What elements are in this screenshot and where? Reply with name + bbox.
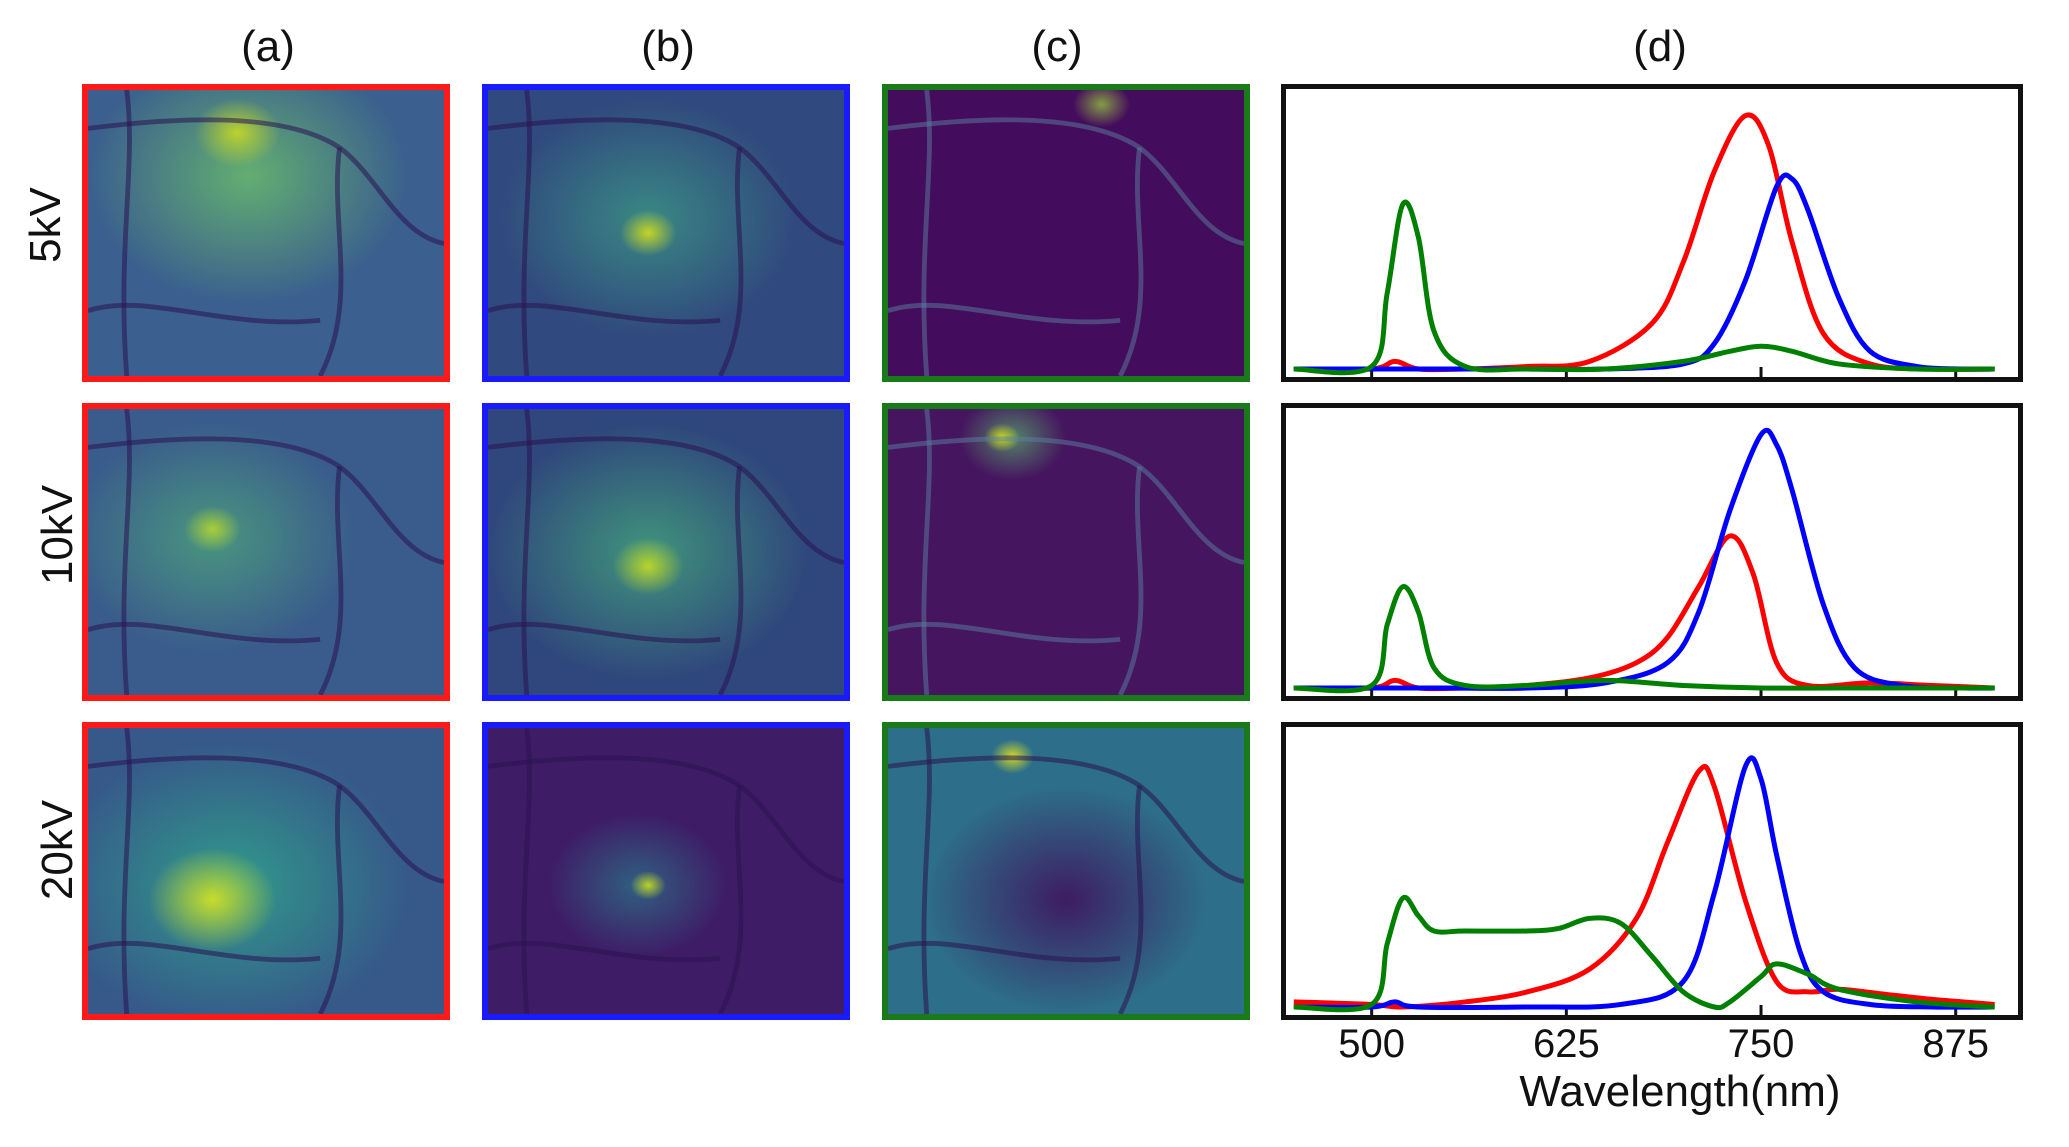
grain-boundary xyxy=(88,117,444,246)
spectrum-line xyxy=(1293,533,1995,692)
x-axis-label: Wavelength(nm) xyxy=(1519,1067,1841,1116)
grain-boundary xyxy=(921,90,932,376)
spectrum-line xyxy=(1293,584,1995,694)
map-glow xyxy=(184,506,242,552)
grain-boundary xyxy=(88,302,321,325)
grain-boundary xyxy=(88,436,444,565)
grain-boundary xyxy=(888,940,1121,963)
x-tick-label: 750 xyxy=(1727,1022,1795,1066)
grain-boundary xyxy=(318,147,344,376)
grain-boundary xyxy=(88,621,321,644)
grain-boundary xyxy=(718,466,744,695)
grain-boundary xyxy=(888,302,1121,325)
grain-boundary xyxy=(318,785,344,1014)
grain-boundary xyxy=(521,409,532,695)
map-b-10kv xyxy=(482,403,850,701)
grain-boundary xyxy=(1118,466,1144,695)
grain-boundary xyxy=(718,785,744,1014)
map-a-5kv xyxy=(82,84,450,382)
grain-boundary xyxy=(1118,785,1144,1014)
map-b-20kv xyxy=(482,722,850,1020)
x-tick-label: 500 xyxy=(1338,1022,1406,1066)
grain-boundary xyxy=(488,302,721,325)
map-c-10kv xyxy=(882,403,1250,701)
grain-boundary xyxy=(121,90,132,376)
grain-boundary xyxy=(488,621,721,644)
grain-boundary xyxy=(88,940,321,963)
grain-boundary xyxy=(88,755,444,884)
spectrum-panel-10kv xyxy=(1281,403,2023,701)
grain-boundary xyxy=(888,436,1244,565)
row-label-5kv: 5kV xyxy=(20,187,70,263)
map-background xyxy=(888,90,1244,376)
map-glow xyxy=(630,871,666,900)
spectrum-line xyxy=(1293,427,1995,691)
row-label-20kv: 20kV xyxy=(33,799,83,901)
spectrum-line xyxy=(1293,172,1995,372)
row-label-10kv: 10kV xyxy=(33,484,83,586)
map-glow xyxy=(619,210,677,256)
map-glow xyxy=(148,848,277,952)
grain-boundary xyxy=(121,728,132,1014)
spectrum-panel-5kv xyxy=(1281,84,2023,382)
map-a-20kv xyxy=(82,722,450,1020)
map-c-20kv xyxy=(882,722,1250,1020)
column-label-d: (d) xyxy=(1633,22,1687,71)
grain-boundary xyxy=(921,728,932,1014)
spectrum-line xyxy=(1293,755,1995,1010)
grain-boundary xyxy=(921,409,932,695)
grain-boundary xyxy=(718,147,744,376)
spectrum-line xyxy=(1293,112,1995,373)
x-tick-label: 625 xyxy=(1532,1022,1600,1066)
spectrum-line xyxy=(1293,763,1995,1010)
grain-boundary xyxy=(521,90,532,376)
map-glow xyxy=(923,785,1209,1014)
grain-boundary xyxy=(888,117,1244,246)
spectrum-line xyxy=(1293,199,1995,376)
grain-boundary xyxy=(521,728,532,1014)
map-glow xyxy=(1073,90,1131,128)
map-a-10kv xyxy=(82,403,450,701)
map-c-5kv xyxy=(882,84,1250,382)
map-glow xyxy=(612,537,684,595)
grain-boundary xyxy=(121,409,132,695)
grain-boundary xyxy=(488,436,844,565)
grain-boundary xyxy=(488,940,721,963)
grain-boundary xyxy=(488,755,844,884)
x-tick-label: 875 xyxy=(1922,1022,1990,1066)
grain-boundary xyxy=(318,466,344,695)
grain-boundary xyxy=(888,755,1244,884)
grain-boundary xyxy=(888,621,1121,644)
spectrum-panel-20kv xyxy=(1281,722,2023,1020)
column-label-c: (c) xyxy=(1031,22,1083,71)
map-b-5kv xyxy=(482,84,850,382)
column-label-a: (a) xyxy=(241,22,295,71)
map-background xyxy=(888,409,1244,695)
map-glow xyxy=(194,98,281,168)
spectrum-line xyxy=(1293,894,1995,1013)
column-label-b: (b) xyxy=(641,22,695,71)
grain-boundary xyxy=(1118,147,1144,376)
grain-boundary xyxy=(488,117,844,246)
